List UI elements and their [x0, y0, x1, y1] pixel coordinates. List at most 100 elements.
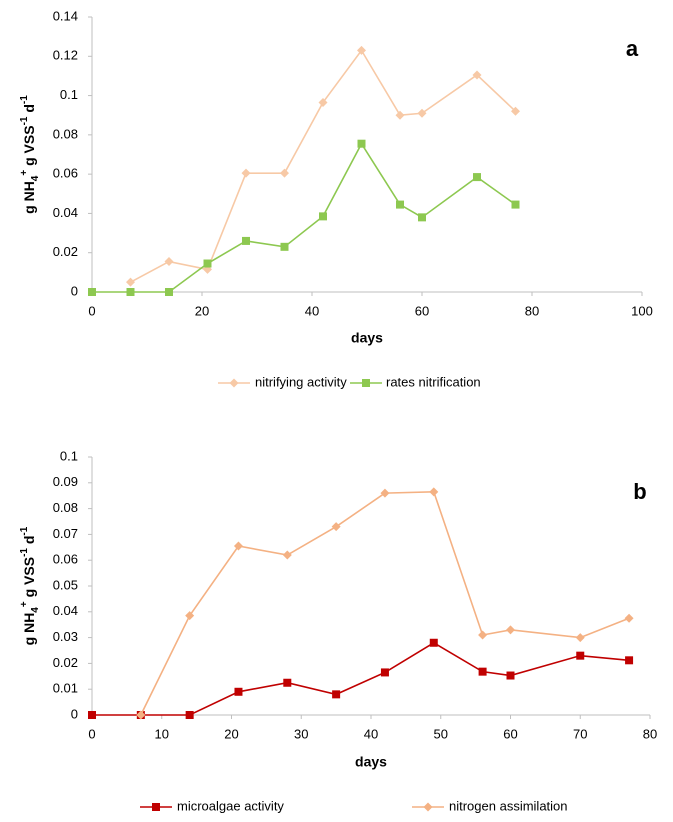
- data-point: [511, 200, 520, 209]
- y-axis-label-part: -1: [19, 548, 30, 557]
- data-point: [283, 678, 292, 687]
- series-line: [140, 491, 630, 716]
- legend-marker: [152, 803, 160, 811]
- y-tick-label: 0.14: [53, 8, 78, 23]
- legend-marker: [229, 378, 239, 388]
- panel-label: a: [626, 36, 639, 61]
- data-point: [418, 213, 426, 222]
- legend-marker: [423, 802, 433, 812]
- x-tick-label: 0: [88, 726, 95, 741]
- series-line: [130, 48, 517, 283]
- data-point: [126, 277, 135, 287]
- x-tick-label: 20: [224, 726, 238, 741]
- y-axis-label-part: d: [21, 104, 37, 116]
- y-axis-label-part: g VSS: [21, 557, 37, 601]
- data-point: [478, 667, 487, 676]
- series-line: [92, 142, 516, 293]
- data-point: [506, 625, 515, 635]
- y-tick-label: 0.12: [53, 48, 78, 63]
- y-axis-label-part: g NH: [21, 181, 37, 214]
- x-tick-label: 80: [643, 726, 657, 741]
- y-axis-label-part: g VSS: [21, 125, 37, 169]
- data-point: [136, 710, 146, 720]
- legend-label: nitrifying activity: [255, 374, 347, 389]
- data-point: [575, 633, 585, 643]
- x-axis-label: days: [355, 754, 387, 770]
- data-point: [185, 711, 194, 719]
- y-axis-label: g NH4+ g VSS-1 d-1: [19, 526, 41, 645]
- y-tick-label: 0.1: [60, 87, 78, 102]
- panel-label: b: [633, 479, 646, 504]
- y-tick-label: 0: [71, 283, 78, 298]
- y-axis-label-part: d: [21, 536, 37, 548]
- y-tick-label: 0.1: [60, 448, 78, 463]
- legend-label: nitrogen assimilation: [449, 798, 568, 813]
- data-point: [234, 687, 243, 696]
- legend-label: microalgae activity: [177, 798, 284, 813]
- data-point: [511, 106, 520, 116]
- x-tick-label: 10: [155, 726, 169, 741]
- y-tick-label: 0.06: [53, 552, 78, 567]
- data-point: [185, 611, 195, 621]
- data-point: [88, 288, 96, 296]
- y-axis-label-part: g NH: [21, 613, 37, 646]
- x-tick-label: 80: [525, 303, 539, 318]
- x-tick-label: 70: [573, 726, 587, 741]
- data-point: [380, 668, 389, 677]
- x-tick-label: 0: [88, 303, 95, 318]
- data-point: [280, 242, 289, 251]
- data-point: [319, 212, 327, 221]
- x-tick-label: 40: [364, 726, 378, 741]
- x-tick-label: 20: [195, 303, 209, 318]
- y-tick-label: 0.02: [53, 655, 78, 670]
- x-axis-label: days: [351, 330, 383, 346]
- y-tick-label: 0.02: [53, 244, 78, 259]
- y-tick-label: 0.07: [53, 526, 78, 541]
- x-tick-label: 50: [434, 726, 448, 741]
- x-tick-label: 100: [631, 303, 653, 318]
- data-point: [357, 139, 366, 148]
- y-tick-label: 0.01: [53, 681, 78, 696]
- y-axis-label: g NH4+ g VSS-1 d-1: [19, 95, 41, 214]
- data-point: [242, 236, 250, 245]
- data-point: [473, 173, 481, 182]
- data-point: [164, 257, 174, 267]
- data-point: [331, 522, 341, 532]
- data-point: [624, 613, 634, 623]
- data-point: [165, 288, 173, 296]
- y-tick-label: 0.08: [53, 500, 78, 515]
- legend-marker: [362, 379, 370, 387]
- y-tick-label: 0.08: [53, 126, 78, 141]
- data-point: [357, 45, 366, 55]
- data-point: [472, 70, 482, 80]
- legend-label: rates nitrification: [386, 374, 481, 389]
- y-tick-label: 0.04: [53, 603, 78, 618]
- y-tick-label: 0: [71, 706, 78, 721]
- data-point: [88, 711, 96, 719]
- x-tick-label: 60: [503, 726, 517, 741]
- y-tick-label: 0.05: [53, 577, 78, 592]
- data-point: [318, 97, 328, 107]
- data-point: [380, 488, 390, 498]
- x-tick-label: 30: [294, 726, 308, 741]
- y-axis-label-part: -1: [19, 116, 30, 125]
- data-point: [332, 690, 341, 699]
- data-point: [417, 108, 427, 118]
- y-axis-label-part: +: [19, 601, 30, 607]
- x-tick-label: 40: [305, 303, 319, 318]
- y-tick-label: 0.04: [53, 205, 78, 220]
- data-point: [241, 168, 251, 178]
- data-point: [576, 651, 585, 660]
- data-point: [395, 110, 405, 120]
- data-point: [396, 200, 404, 209]
- data-point: [126, 288, 135, 296]
- data-point: [478, 630, 488, 640]
- x-tick-label: 60: [415, 303, 429, 318]
- y-axis-label-part: 4: [30, 175, 41, 181]
- y-tick-label: 0.09: [53, 474, 78, 489]
- y-tick-label: 0.03: [53, 629, 78, 644]
- data-point: [429, 487, 439, 497]
- data-point: [282, 550, 292, 560]
- y-axis-label-part: -1: [19, 526, 30, 535]
